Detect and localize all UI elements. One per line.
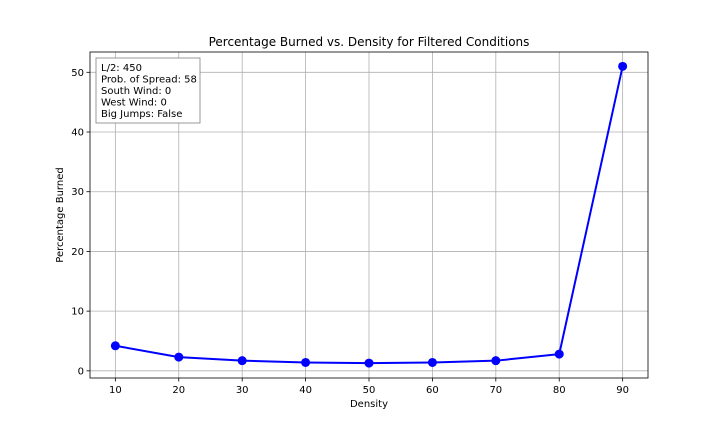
annotation-line: West Wind: 0 [101,98,167,109]
y-tick-label: 50 [71,68,84,79]
y-tick-label: 30 [71,187,84,198]
x-tick-label: 50 [363,385,376,396]
data-point [491,356,501,366]
x-tick-label: 70 [489,385,502,396]
x-tick-label: 90 [616,385,629,396]
data-point [174,352,184,362]
y-tick-label: 20 [71,247,84,258]
data-point [237,356,247,366]
annotation-line: Big Jumps: False [101,109,182,120]
data-point [364,358,374,368]
data-point [554,349,564,359]
data-point [110,341,120,351]
x-tick-label: 40 [299,385,312,396]
x-tick-label: 20 [172,385,185,396]
annotation-line: Prob. of Spread: 58 [101,75,197,86]
x-tick-label: 30 [236,385,249,396]
y-tick-label: 0 [78,366,84,377]
annotation-box-frame [95,57,201,124]
grid [90,52,648,378]
y-axis-label: Percentage Burned [55,167,66,262]
data-point [427,357,437,367]
data-point [301,357,311,367]
data-point [618,61,628,71]
x-tick-label: 10 [109,385,122,396]
x-tick-label: 80 [553,385,566,396]
y-axis: 0 10 20 30 40 50 [71,68,90,377]
y-tick-label: 40 [71,128,84,139]
x-axis-label: Density [350,399,388,410]
annotation-line: South Wind: 0 [101,86,171,97]
annotation-box: L/2: 450 Prob. of Spread: 58 South Wind:… [95,57,201,124]
x-tick-label: 60 [426,385,439,396]
series [110,61,628,368]
annotation-line: L/2: 450 [101,63,142,74]
chart-title: Percentage Burned vs. Density for Filter… [209,35,530,49]
x-axis: 10 20 30 40 50 60 70 80 90 [109,378,629,396]
y-tick-label: 10 [71,307,84,318]
